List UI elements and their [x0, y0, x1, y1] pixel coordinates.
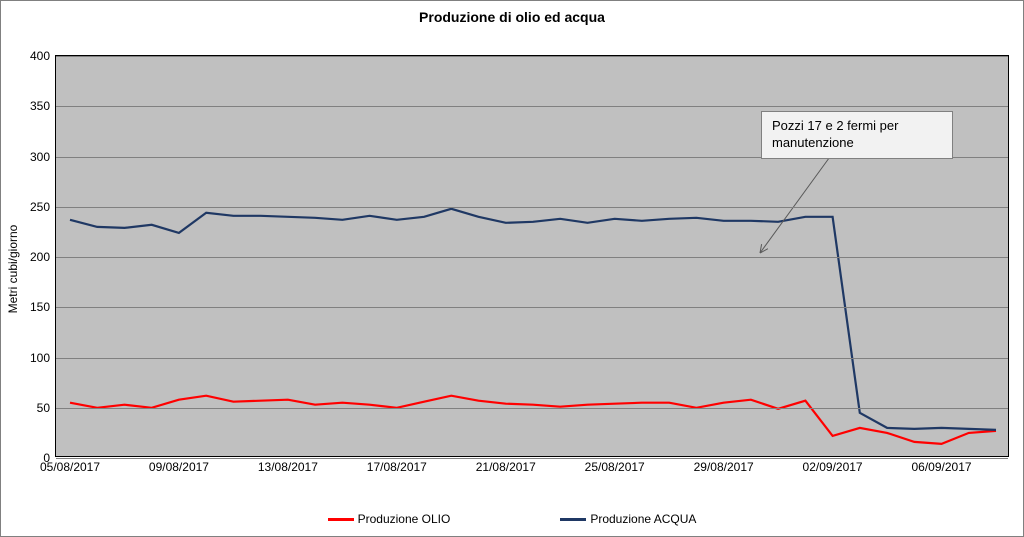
- ytick-label: 100: [30, 351, 50, 365]
- gridline-h: [56, 207, 1008, 208]
- chart-title: Produzione di olio ed acqua: [1, 9, 1023, 25]
- legend-label-olio: Produzione OLIO: [358, 512, 451, 526]
- chart-container: Produzione di olio ed acqua Metri cubi/g…: [0, 0, 1024, 537]
- annotation-arrow-line: [760, 154, 832, 253]
- gridline-h: [56, 358, 1008, 359]
- gridline-h: [56, 307, 1008, 308]
- xtick-label: 17/08/2017: [367, 460, 427, 474]
- xtick-label: 02/09/2017: [803, 460, 863, 474]
- annotation-text-line1: Pozzi 17 e 2 fermi per: [772, 118, 942, 135]
- xtick-label: 13/08/2017: [258, 460, 318, 474]
- gridline-h: [56, 257, 1008, 258]
- legend-item-olio: Produzione OLIO: [328, 512, 451, 526]
- gridline-h: [56, 458, 1008, 459]
- legend-label-acqua: Produzione ACQUA: [590, 512, 696, 526]
- gridline-h: [56, 106, 1008, 107]
- ytick-label: 50: [37, 401, 50, 415]
- ytick-label: 200: [30, 250, 50, 264]
- ytick-label: 150: [30, 300, 50, 314]
- annotation-box: Pozzi 17 e 2 fermi per manutenzione: [761, 111, 953, 159]
- y-axis-label: Metri cubi/giorno: [6, 224, 20, 313]
- legend: Produzione OLIO Produzione ACQUA: [1, 512, 1023, 526]
- legend-swatch-olio: [328, 518, 354, 521]
- legend-swatch-acqua: [560, 518, 586, 521]
- xtick-label: 25/08/2017: [585, 460, 645, 474]
- ytick-label: 400: [30, 49, 50, 63]
- xtick-label: 29/08/2017: [694, 460, 754, 474]
- xtick-label: 05/08/2017: [40, 460, 100, 474]
- legend-item-acqua: Produzione ACQUA: [560, 512, 696, 526]
- annotation-text-line2: manutenzione: [772, 135, 942, 152]
- ytick-label: 300: [30, 150, 50, 164]
- ytick-label: 350: [30, 99, 50, 113]
- gridline-h: [56, 56, 1008, 57]
- xtick-label: 09/08/2017: [149, 460, 209, 474]
- xtick-label: 21/08/2017: [476, 460, 536, 474]
- xtick-label: 06/09/2017: [911, 460, 971, 474]
- ytick-label: 250: [30, 200, 50, 214]
- gridline-h: [56, 408, 1008, 409]
